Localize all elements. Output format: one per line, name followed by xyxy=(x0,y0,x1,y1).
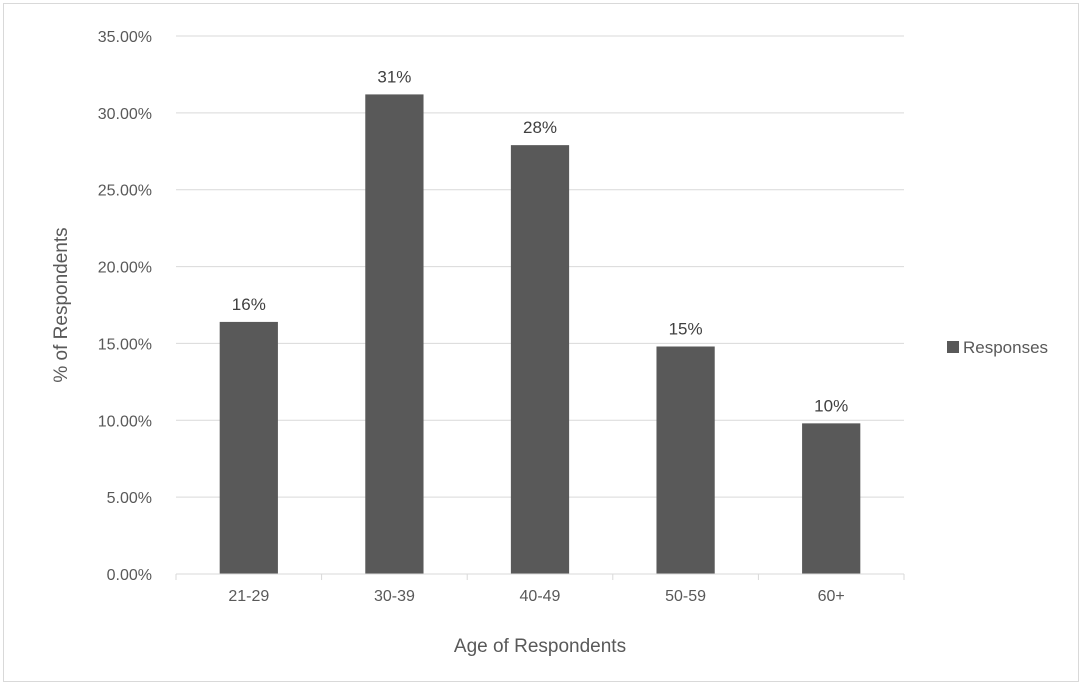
data-labels: 16% 31% 28% 15% 10% xyxy=(232,67,848,415)
y-tick-label-5: 25.00% xyxy=(98,183,152,200)
legend: Responses xyxy=(947,338,1048,357)
legend-label: Responses xyxy=(963,338,1048,357)
x-axis-title: Age of Respondents xyxy=(454,636,626,657)
bar-60+ xyxy=(802,423,861,574)
y-tick-label-3: 15.00% xyxy=(98,336,152,353)
bars xyxy=(219,94,861,574)
bar-40-49 xyxy=(510,145,570,574)
data-label-21-29: 16% xyxy=(232,295,266,314)
x-axis: 21-29 30-39 40-49 50-59 60+ xyxy=(175,573,905,605)
x-tick-label-50-59: 50-59 xyxy=(665,588,706,605)
data-label-30-39: 31% xyxy=(377,67,411,86)
y-axis: 0.00% 5.00% 10.00% 15.00% 20.00% 25.00% 30.00%… xyxy=(98,29,152,584)
bar-21-29 xyxy=(219,321,278,574)
y-tick-label-7: 35.00% xyxy=(98,29,152,46)
data-label-50-59: 15% xyxy=(669,320,703,339)
y-tick-label-0: 0.00% xyxy=(107,567,152,584)
bar-30-39 xyxy=(365,94,424,574)
bar-50-59 xyxy=(656,346,715,574)
data-label-60+: 10% xyxy=(814,396,848,415)
y-axis-title: % of Respondents xyxy=(51,227,72,382)
x-tick-label-21-29: 21-29 xyxy=(228,588,269,605)
y-tick-label-1: 5.00% xyxy=(107,490,152,507)
x-tick-label-30-39: 30-39 xyxy=(374,588,415,605)
x-tick-label-60+: 60+ xyxy=(818,588,845,605)
legend-swatch xyxy=(947,341,959,353)
y-tick-label-4: 20.00% xyxy=(98,260,152,277)
y-tick-label-2: 10.00% xyxy=(98,413,152,430)
data-label-40-49: 28% xyxy=(523,118,557,137)
x-tick-label-40-49: 40-49 xyxy=(520,588,561,605)
y-tick-label-6: 30.00% xyxy=(98,106,152,123)
